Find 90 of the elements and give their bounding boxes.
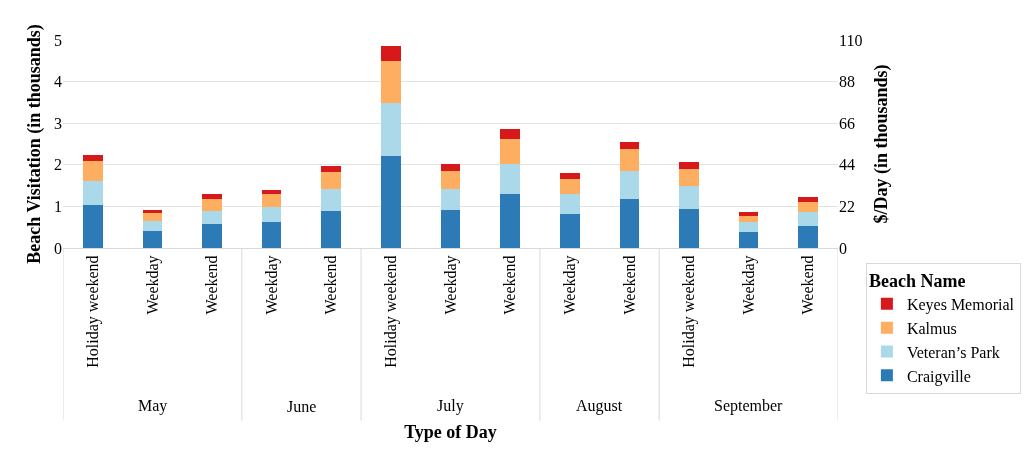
text: July [437,397,464,415]
y-tick-label: 2 [54,156,62,174]
y2-tick-label: 44 [839,156,855,174]
bar [262,194,281,207]
x-tick-label: Weekday [143,255,162,315]
bar [560,173,580,179]
y2-tick-label: 110 [839,31,863,49]
bar [679,209,699,248]
x-tick-label: Weekday [441,255,460,315]
y2-tick-label: 88 [839,73,855,91]
y2-tick-label: 0 [839,239,847,257]
text: September [714,397,784,415]
x-tick-label: Holiday weekend [84,255,103,368]
y-tick-label: 3 [54,114,62,132]
x-tick-label: Weekend [203,255,221,315]
bar [381,46,401,61]
x-tick-label: Holiday weekend [382,255,401,368]
bar [679,162,699,169]
bar [798,212,818,226]
x-tick-label: Weekday [262,255,281,315]
bar [620,171,639,199]
bar [381,61,401,103]
bar [500,194,520,248]
bar [83,205,103,248]
bar [321,189,341,211]
bar [202,194,222,199]
bar [798,226,818,248]
bar [739,212,758,216]
legend-label: Craigville [906,367,971,386]
bar [143,213,162,221]
x-tick-label: Weekday [739,255,758,315]
bar [321,211,341,248]
bar [441,210,460,248]
legend-label: Veteran’s Park [906,343,1000,361]
bar [83,155,103,161]
y-tick-label: 0 [54,239,62,257]
y-tick-label: 1 [54,198,62,215]
bar [83,181,103,205]
bar [143,231,162,248]
bar [381,156,401,248]
bar [739,222,758,232]
y2-tick-label: 66 [839,114,855,132]
bar [262,222,281,248]
bar [798,202,818,212]
bar [560,179,580,194]
bar [500,164,520,194]
x-tick-label: Weekend [620,255,638,315]
bar [500,129,520,139]
bar [202,211,222,224]
bar [321,166,341,172]
bar [560,214,580,248]
bar [739,216,758,222]
bar [262,207,281,222]
legend-label: Keyes Memorial [906,296,1015,315]
bar [262,190,281,194]
bar [500,139,520,164]
bar [143,221,162,231]
bar [560,194,580,214]
bar [83,161,103,181]
bar [798,197,818,202]
bar [321,172,341,189]
bar [441,171,460,189]
bar [620,149,639,171]
x-tick-label: Weekend [501,255,519,315]
x-tick-label: Weekday [560,255,579,315]
text: May [138,397,168,415]
text: June [287,398,317,415]
bar [679,169,699,186]
x-tick-label: Weekend [799,255,817,315]
bar [620,199,639,248]
bar [679,186,699,209]
y-axis-title: Beach Visitation (in thousands) [24,24,46,264]
bar [202,224,222,248]
bar [620,142,639,149]
y-tick-label: 5 [54,31,62,49]
bar [381,103,401,156]
x-tick-label: Weekend [322,255,340,315]
x-axis-title: Type of Day [404,421,497,442]
bar [441,189,460,210]
bar [202,199,222,211]
y2-axis-title: $/Day (in thousands) [870,64,892,224]
legend-label: Kalmus [906,319,957,337]
text: August [576,397,623,415]
bar [739,232,758,248]
bar [143,210,162,213]
y-tick-label: 4 [54,73,62,91]
bar [441,164,460,171]
legend-title: Beach Name [868,270,966,291]
x-tick-label: Holiday weekend [680,255,699,368]
y2-tick-label: 22 [839,198,855,215]
